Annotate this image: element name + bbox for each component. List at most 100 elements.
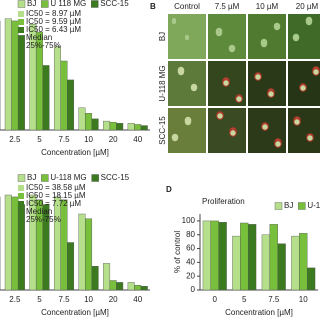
cell: [190, 84, 198, 92]
bar: [60, 60, 68, 131]
micrograph: [168, 108, 206, 153]
panel-letter: D: [166, 185, 172, 194]
micrograph: [208, 108, 246, 153]
bar: [85, 113, 93, 131]
panel-letter: B: [150, 2, 156, 11]
annotation: Median: [26, 207, 52, 216]
y-tick-label: 40: [186, 257, 195, 266]
bar: [247, 224, 257, 291]
annotation: 25%-75%: [26, 41, 61, 50]
bar: [42, 204, 50, 291]
bar: [140, 125, 148, 131]
legend-label: BJ: [284, 201, 293, 210]
bar: [4, 18, 12, 131]
column-label: Control: [174, 2, 200, 11]
row-label: BJ: [158, 32, 167, 41]
bar: [67, 242, 75, 291]
bar: [291, 235, 300, 291]
bar: [11, 20, 19, 131]
annotation: IC50 = 6.43 µM: [26, 25, 81, 34]
bar: [4, 194, 12, 291]
bar: [103, 263, 111, 291]
x-tick-label: 10: [84, 295, 93, 304]
bar: [60, 199, 68, 291]
x-tick-label: 2.5: [9, 295, 21, 304]
legend-swatch: [41, 174, 49, 182]
x-axis-label: Concentration [µM]: [225, 308, 293, 317]
legend-label: SCC-15: [100, 0, 129, 8]
cell: [254, 73, 262, 81]
bar: [91, 266, 99, 291]
micrograph: [288, 108, 320, 153]
cell: [185, 36, 189, 40]
bar: [42, 65, 50, 131]
bar: [67, 79, 75, 131]
cell: [229, 129, 237, 137]
cell: [235, 95, 243, 103]
bar: [116, 123, 124, 131]
chart-title: Proliferation: [202, 197, 245, 206]
y-tick-label: 0: [191, 285, 196, 294]
annotation-swatch: [18, 185, 24, 191]
legend-label: U 118 MG: [50, 0, 86, 8]
row-label: SCC-15: [158, 116, 167, 145]
legend-swatch: [274, 202, 283, 210]
annotation: IC50 = 8.97 µM: [26, 9, 81, 18]
legend-swatch: [298, 202, 306, 210]
bar: [134, 285, 142, 291]
cell: [305, 18, 313, 26]
bar: [91, 118, 99, 131]
cell: [306, 134, 314, 142]
annotation-swatch: [18, 11, 24, 17]
y-tick-label: 20: [186, 271, 195, 280]
cell: [273, 23, 281, 31]
annotation-swatch: [18, 201, 24, 207]
bar: [109, 280, 117, 291]
cell: [312, 68, 320, 76]
bar: [261, 234, 271, 291]
bar: [218, 222, 227, 291]
bar: [210, 220, 219, 291]
bar: [85, 218, 93, 291]
micrograph: [248, 14, 286, 59]
legend-swatch: [91, 0, 99, 8]
bar: [232, 235, 241, 291]
cell: [216, 112, 224, 120]
cell: [299, 84, 307, 92]
bar: [17, 35, 25, 131]
x-tick-label: 0: [213, 295, 218, 304]
bar: [269, 224, 278, 291]
micrograph: [248, 61, 286, 106]
cell: [292, 34, 300, 42]
bar: [127, 282, 135, 291]
x-axis-label: Concentration [µM]: [41, 148, 109, 157]
cell: [171, 134, 179, 142]
bar: [240, 222, 249, 291]
bar: [306, 267, 316, 291]
cell: [260, 40, 268, 48]
cell: [261, 123, 269, 131]
y-tick-label: 100: [182, 216, 196, 225]
column-label: 10 µM: [256, 2, 279, 11]
bar: [53, 46, 61, 131]
cell: [172, 20, 176, 24]
column-label: 7.5 µM: [215, 2, 240, 11]
row-label: U-118 MG: [158, 65, 167, 101]
bar: [78, 107, 86, 131]
bar: [299, 233, 308, 291]
legend-label: BJ: [27, 0, 36, 8]
annotation-swatch: [18, 27, 24, 33]
cell: [228, 45, 236, 53]
annotation: IC50 = 38.58 µM: [26, 183, 86, 192]
bar: [53, 196, 61, 291]
bar: [140, 286, 148, 291]
cell: [274, 140, 282, 148]
y-tick-label: 60: [186, 244, 195, 253]
x-tick-label: 7.5: [268, 295, 280, 304]
bar: [78, 213, 86, 291]
legend-label: BJ: [27, 173, 36, 182]
bar: [134, 124, 142, 131]
x-tick-label: 7.5: [58, 295, 70, 304]
x-tick-label: 2.5: [9, 135, 21, 144]
legend-swatch: [17, 0, 26, 8]
